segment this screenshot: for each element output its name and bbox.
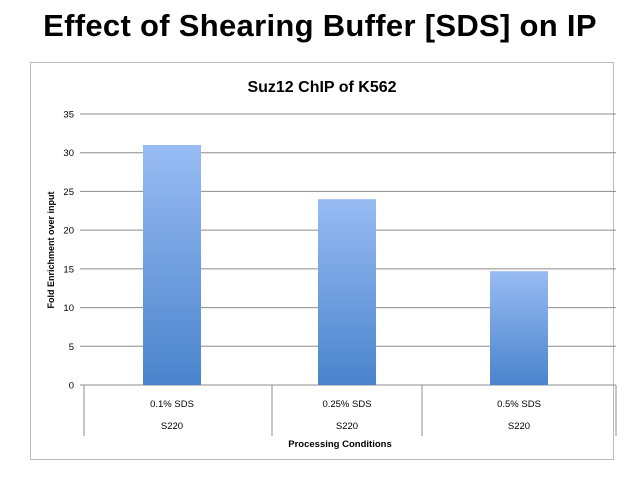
bar-2	[318, 199, 376, 385]
bar-1	[143, 144, 201, 385]
y-tick-label: 35	[63, 110, 74, 121]
bar-3	[490, 271, 548, 385]
y-tick-label: 5	[69, 342, 74, 353]
y-tick-label: 30	[63, 148, 74, 159]
y-tick-label: 20	[63, 226, 74, 237]
x-subcategory-label: S220	[508, 421, 530, 432]
y-tick-label: 25	[63, 187, 74, 198]
x-axis-label: Processing Conditions	[288, 439, 391, 450]
y-axis-label: Fold Enrichment over input	[46, 191, 56, 308]
x-tick-label: 0.25% SDS	[322, 399, 371, 410]
chart-frame	[30, 62, 614, 460]
y-tick-label: 0	[69, 381, 74, 392]
x-subcategory-label: S220	[336, 421, 358, 432]
y-tick-label: 10	[63, 303, 74, 314]
x-tick-label: 0.5% SDS	[497, 399, 541, 410]
slide-title: Effect of Shearing Buffer [SDS] on IP	[43, 8, 597, 43]
chart-title: Suz12 ChIP of K562	[247, 79, 396, 96]
y-tick-label: 15	[63, 264, 74, 275]
x-subcategory-label: S220	[161, 421, 183, 432]
x-tick-label: 0.1% SDS	[150, 399, 194, 410]
